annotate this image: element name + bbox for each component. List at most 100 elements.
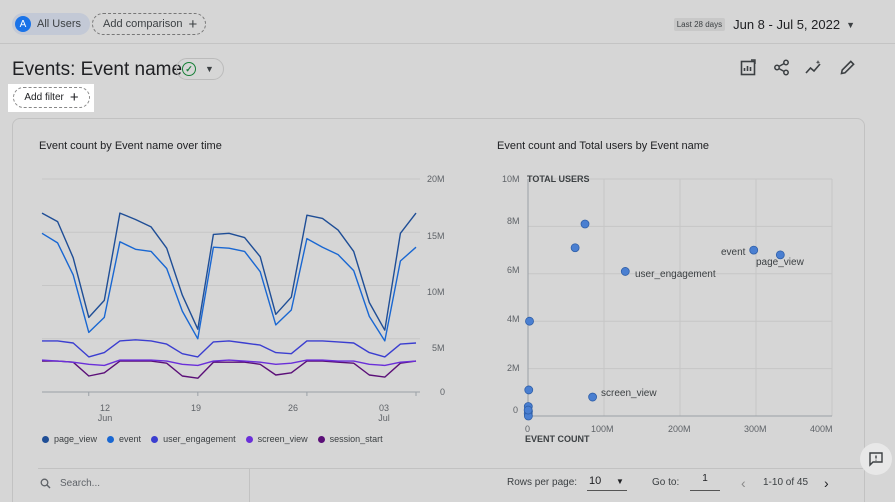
- line-series-event: [41, 232, 417, 342]
- add-filter-button[interactable]: Add filter +: [13, 87, 90, 108]
- legend-item-page-view[interactable]: page_view: [42, 434, 97, 444]
- scatter-y-tick: 8M: [507, 216, 520, 226]
- legend-label: event: [119, 434, 142, 444]
- scatter-y-tick: 2M: [507, 363, 520, 373]
- scatter-chart-title: Event count and Total users by Event nam…: [497, 140, 709, 152]
- line-y-tick: 20M: [427, 174, 445, 184]
- top-bar: A All Users Add comparison + Last 28 day…: [0, 0, 895, 44]
- line-y-tick: 10M: [427, 287, 445, 297]
- rows-per-page-label: Rows per page:: [507, 477, 578, 488]
- scatter-point-label: page_view: [756, 257, 804, 268]
- scatter-x-tick: 300M: [744, 424, 767, 434]
- scatter-point-label: event: [721, 247, 746, 258]
- scatter-point: [749, 245, 759, 255]
- scatter-point-label: user_engagement: [635, 269, 716, 280]
- line-x-tick: 03: [378, 403, 389, 413]
- scatter-y-tick: 6M: [507, 265, 520, 275]
- segment-avatar-icon: A: [15, 16, 31, 32]
- legend-label: page_view: [54, 434, 98, 444]
- scatter-y-tick: 4M: [507, 314, 520, 324]
- legend-label: session_start: [329, 434, 383, 444]
- segment-label: All Users: [37, 18, 82, 30]
- line-series-page-view: [41, 212, 417, 331]
- scatter-x-tick: 100M: [591, 424, 614, 434]
- scatter-point: [580, 219, 590, 229]
- scatter-x-tick: 200M: [668, 424, 691, 434]
- plus-icon: +: [188, 15, 198, 33]
- line-y-tick: 5M: [432, 343, 445, 353]
- line-x-tick: 26: [287, 403, 298, 413]
- legend-swatch: [107, 435, 115, 443]
- rows-per-page-select[interactable]: 10 ▼: [587, 473, 627, 491]
- customize-report-icon[interactable]: [738, 57, 758, 77]
- page-title: Events: Event name: [12, 59, 183, 80]
- scatter-point: [620, 267, 630, 276]
- line-x-tick-month: Jun: [97, 413, 113, 423]
- legend-label: screen_view: [257, 434, 308, 444]
- line-series-session-start: [42, 360, 417, 379]
- date-range-picker[interactable]: Last 28 days Jun 8 - Jul 5, 2022 ▼: [673, 17, 855, 32]
- scatter-y-axis-title: TOTAL USERS: [527, 174, 590, 184]
- edit-icon[interactable]: [837, 57, 857, 77]
- segment-chip[interactable]: A All Users: [12, 13, 91, 35]
- chevron-right-icon[interactable]: ›: [824, 475, 829, 491]
- legend-item-screen-view[interactable]: screen_view: [245, 434, 308, 444]
- scatter-point: [525, 316, 534, 326]
- legend-swatch: [42, 435, 49, 443]
- line-x-tick: 12: [99, 403, 110, 413]
- add-comparison-button[interactable]: Add comparison +: [92, 13, 207, 35]
- chevron-down-icon: ▼: [846, 19, 855, 30]
- scatter-point-label: screen_view: [601, 388, 657, 399]
- add-comparison-label: Add comparison: [103, 18, 183, 30]
- divider: [249, 469, 250, 502]
- legend-item-user-engagement[interactable]: user_engagement: [151, 434, 236, 444]
- filter-area: Add filter +: [8, 84, 94, 112]
- report-status-button[interactable]: ✓ ▼: [176, 58, 224, 80]
- legend-swatch: [151, 435, 159, 443]
- scatter-x-tick: 400M: [810, 424, 833, 434]
- date-range: Jun 8 - Jul 5, 2022: [733, 17, 841, 32]
- line-x-tick-month: Jul: [378, 413, 390, 423]
- line-series-screen-view: [41, 359, 417, 367]
- chevron-left-icon[interactable]: ‹: [741, 475, 746, 491]
- line-y-tick: 15M: [427, 231, 445, 241]
- scatter-point: [523, 405, 533, 415]
- line-chart-title: Event count by Event name over time: [39, 140, 222, 152]
- line-chart-legend: page_view event user_engagement screen_v…: [42, 434, 393, 444]
- scatter-point: [570, 243, 580, 253]
- legend-item-session-start[interactable]: session_start: [317, 434, 383, 444]
- legend-label: user_engagement: [163, 434, 236, 444]
- add-filter-label: Add filter: [24, 92, 64, 103]
- chevron-down-icon: ▼: [205, 64, 214, 74]
- search-icon: [40, 478, 51, 489]
- check-circle-icon: ✓: [182, 62, 196, 76]
- goto-input[interactable]: 1: [690, 473, 720, 491]
- pagination-range: 1-10 of 45: [763, 477, 809, 488]
- divider: [38, 468, 865, 469]
- legend-swatch: [317, 435, 325, 443]
- scatter-x-axis-title: EVENT COUNT: [525, 434, 590, 444]
- rows-per-page-value: 10: [589, 475, 602, 487]
- goto-label: Go to:: [652, 477, 680, 488]
- feedback-button[interactable]: [860, 443, 892, 475]
- feedback-icon: [869, 452, 883, 467]
- line-x-tick: 19: [190, 403, 201, 413]
- scatter-point: [588, 392, 597, 402]
- divider: [0, 43, 895, 44]
- legend-swatch: [245, 435, 253, 443]
- scatter-y-tick: 0: [513, 405, 519, 415]
- chevron-down-icon: ▼: [616, 477, 624, 486]
- search-input[interactable]: Search...: [60, 478, 101, 489]
- report-toolbar: [725, 57, 857, 77]
- legend-item-event[interactable]: event: [107, 434, 141, 444]
- date-badge: Last 28 days: [673, 18, 726, 31]
- scatter-x-tick: 0: [525, 424, 531, 434]
- scatter-y-tick: 10M: [502, 174, 520, 184]
- line-series-user-engagement: [42, 339, 417, 358]
- search-box[interactable]: Search...: [40, 478, 100, 489]
- scatter-point: [524, 385, 534, 395]
- scatter-point: [775, 250, 785, 260]
- share-icon[interactable]: [771, 57, 791, 77]
- insights-icon[interactable]: [804, 57, 824, 77]
